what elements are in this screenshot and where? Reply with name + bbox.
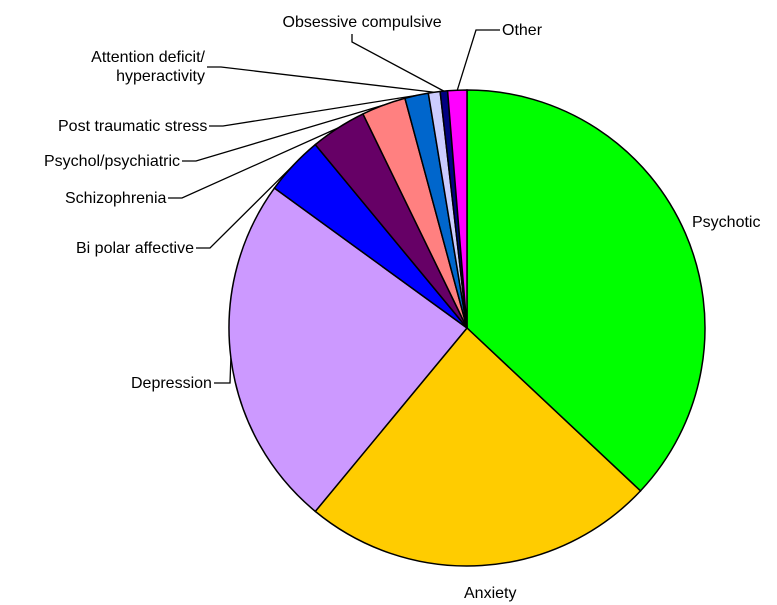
leader-line bbox=[182, 104, 384, 162]
slice-label: Depression bbox=[131, 374, 212, 392]
leader-line bbox=[168, 127, 339, 199]
slice-label: Obsessive compulsive bbox=[282, 13, 442, 31]
slice-label: Other bbox=[502, 21, 543, 39]
pie-slice bbox=[466, 89, 706, 492]
slice-label: Bi polar affective bbox=[76, 239, 194, 257]
slice-label: Schizophrenia bbox=[65, 189, 167, 207]
pie-slice bbox=[314, 326, 642, 567]
slice-label: Anxiety bbox=[464, 584, 517, 602]
leader-line bbox=[196, 164, 294, 249]
leader-line bbox=[207, 66, 435, 93]
pie-slice bbox=[228, 187, 469, 513]
slice-label: Psychol/psychiatric bbox=[44, 152, 181, 170]
slice-label: Psychotic bbox=[692, 213, 761, 231]
slice-label: Post traumatic stress bbox=[58, 117, 208, 135]
slice-label: Attention deficit/ hyperactivity bbox=[91, 49, 205, 85]
leader-line bbox=[456, 29, 500, 91]
leader-line bbox=[209, 94, 417, 127]
leader-line bbox=[351, 34, 445, 92]
leader-line bbox=[214, 357, 232, 384]
pie-slice bbox=[446, 89, 468, 329]
